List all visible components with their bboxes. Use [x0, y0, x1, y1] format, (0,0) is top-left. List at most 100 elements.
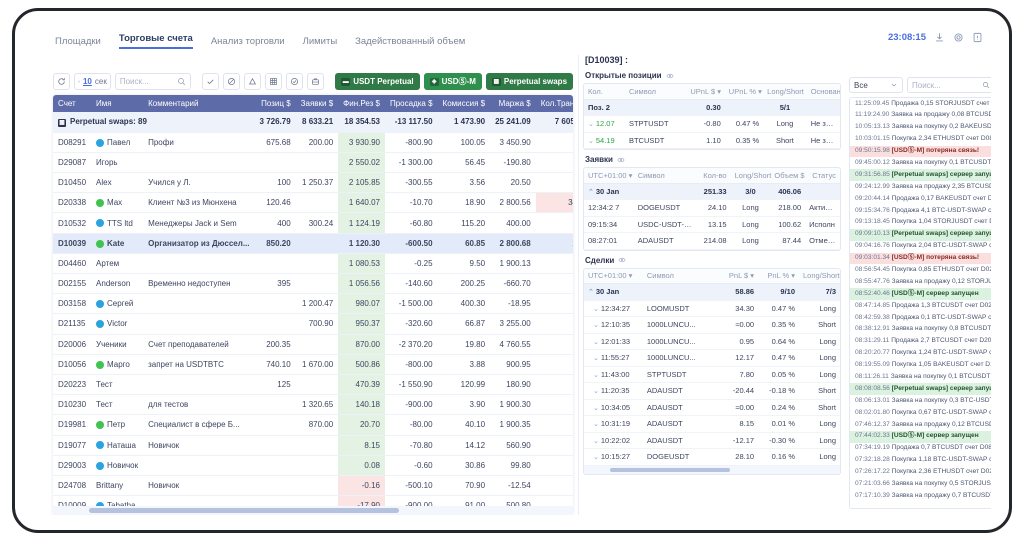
telegram-icon[interactable] — [96, 219, 105, 228]
log-row[interactable]: 07:21:03.66 Заявка на покупку 0,5 STORJU… — [850, 479, 991, 491]
table-row[interactable]: ⌄ 11:43:00 STPTUSDT 7.80 0.05 % Long — [584, 366, 840, 383]
telegram-icon[interactable] — [96, 441, 105, 450]
refresh-interval-button[interactable]: 10 сек — [74, 73, 111, 90]
table-row[interactable]: D02155 Anderson Временно недоступен 395 1 05… — [53, 273, 573, 295]
trades-hscrollbar-thumb[interactable] — [610, 467, 730, 472]
log-row[interactable]: 09:31:56.85 [Perpetual swaps] сервер зап… — [850, 169, 991, 182]
log-row[interactable]: 07:44:02.33 [USDⓈ-M] сервер запущен — [850, 430, 991, 443]
nav-item-2[interactable]: Анализ торговли — [210, 35, 285, 47]
table-icon[interactable] — [264, 73, 282, 90]
table-row[interactable]: D29087 Игорь 2 550.02 -1 300.00 56.45 -190.80… — [53, 152, 573, 174]
accounts-col-5[interactable]: Фин.Рез $ — [338, 95, 385, 112]
table-row[interactable]: D10039 Kate Организатор из Дюссел... 850.20… — [53, 233, 573, 254]
trades-col-2[interactable]: PnL $ ▾ — [717, 268, 759, 284]
log-row[interactable]: 08:52:40.46 [USDⓈ-M] сервер запущен — [850, 288, 991, 301]
log-row[interactable]: 09:24:12.99 Заявка на продажу 2,35 BTCUS… — [850, 181, 991, 193]
log-row[interactable]: 08:38:12.91 Заявка на покупку 0,8 BTCUSD… — [850, 324, 991, 336]
table-row[interactable]: ⌄ 11:55:27 1000LUNCU... 12.17 0.47 % Long — [584, 349, 840, 367]
log-filter-select[interactable]: Все — [849, 77, 903, 93]
nav-item-3[interactable]: Лимиты — [302, 35, 338, 47]
table-row[interactable]: D19981 Петр Специалист в сфере Б... 870.00 2… — [53, 414, 573, 436]
log-row[interactable]: 09:50:15.98 [USDⓈ-M] потеряна связь! — [850, 145, 991, 158]
trades-col-3[interactable]: PnL % ▾ — [758, 268, 800, 284]
orders-col-4[interactable]: Объем $ — [770, 168, 806, 184]
log-row[interactable]: 07:32:18.28 Покупка 1,18 BTC-USDT-SWAP с… — [850, 455, 991, 467]
accounts-col-0[interactable]: Счет — [53, 95, 92, 112]
log-row[interactable]: 09:13:18.45 Покупка 1,04 STORJUSDT счет … — [850, 217, 991, 229]
telegram-icon[interactable] — [96, 300, 105, 309]
log-row[interactable]: 09:04:16.76 Покупка 2,04 BTC-USDT-SWAP с… — [850, 241, 991, 253]
chevron-down-icon[interactable]: ⌄ — [588, 137, 594, 145]
positions-col-3[interactable]: UPnL % ▾ — [724, 84, 764, 100]
warning-icon[interactable] — [243, 73, 261, 90]
telegram-icon[interactable] — [96, 461, 105, 470]
log-row[interactable]: 08:20:20.77 Покупка 1,24 BTC-USDT-SWAP с… — [850, 348, 991, 360]
download-icon[interactable] — [933, 31, 945, 43]
table-row[interactable]: D10450 Alex Учился у Л. 100 1 250.37 2 105.85… — [53, 172, 573, 194]
orders-col-3[interactable]: Long/Short — [730, 168, 771, 184]
chevron-down-icon[interactable]: ⌄ — [593, 371, 599, 379]
log-row[interactable]: 07:34:19.19 Продажа 0,7 BTCUSDT счет D08… — [850, 443, 991, 455]
whatsapp-icon[interactable] — [96, 360, 105, 369]
server-tag-0[interactable]: ▬ USDT Perpetual — [335, 73, 420, 90]
table-row[interactable]: ⌄ 12.07 STPTUSDT -0.80 0.47 % Long Не задан — [584, 115, 840, 133]
positions-col-2[interactable]: UPnL $ ▾ — [686, 84, 725, 100]
chevron-down-icon[interactable]: ⌄ — [588, 121, 594, 129]
log-row[interactable]: 11:19:24.90 Заявка на продажу 0,08 BTCUS… — [850, 110, 991, 122]
positions-group-row[interactable]: Поз. 2 0.30 5/1 — [584, 99, 840, 116]
accounts-col-1[interactable]: Имя — [91, 95, 144, 112]
table-row[interactable]: D20223 Тест 125 470.39 -1 550.90 120.99 180.90… — [53, 374, 573, 396]
check-icon[interactable] — [201, 73, 219, 90]
positions-col-4[interactable]: Long/Short — [763, 84, 807, 100]
help-icon[interactable] — [971, 31, 983, 43]
search-input[interactable]: Поиск... — [114, 73, 191, 90]
trades-group-row[interactable]: ⌃ 30 Jan 58.86 9/10 7/3 — [584, 283, 840, 301]
table-row[interactable]: ⌄ 54.19 BTCUSDT 1.10 0.35 % Short Не задан — [584, 132, 840, 149]
log-row[interactable]: 10:05:13.13 Заявка на покупку 0,2 BAKEUS… — [850, 122, 991, 134]
table-row[interactable]: D21135 Victor 700.90 950.37 -320.60 66.87 3 25… — [53, 313, 573, 335]
chevron-down-icon[interactable]: ⌄ — [593, 322, 599, 330]
table-row[interactable]: ⌄ 11:20:35 ADAUSDT -20.44 -0.18 % Short — [584, 382, 840, 400]
table-row[interactable]: D20006 Ученики Счет преподавателей 200.35 87… — [53, 334, 573, 355]
table-row[interactable]: ⌄ 10:22:02 ADAUSDT -12.17 -0.30 % Long — [584, 432, 840, 449]
log-row[interactable]: 08:56:54.45 Покупка 0,85 ETHUSDT счет D0… — [850, 264, 991, 276]
table-row[interactable]: 09:15:34 USDC-USDT-S... 13.15 Long 100.62 Исп… — [584, 216, 840, 233]
refresh-icon[interactable] — [53, 73, 70, 90]
accounts-col-7[interactable]: Комиссия $ — [437, 95, 491, 112]
nav-item-0[interactable]: Площадки — [55, 35, 101, 47]
chevron-down-icon[interactable]: ⌄ — [593, 454, 599, 462]
chevron-up-icon[interactable]: ⌃ — [588, 289, 594, 297]
accounts-col-3[interactable]: Позиц $ — [254, 95, 296, 112]
accounts-hscrollbar[interactable] — [53, 506, 573, 515]
briefcase-icon[interactable] — [306, 73, 324, 90]
table-row[interactable]: 12:34:2 7 DOGEUSDT 24.10 Long 218.00 Активна — [584, 199, 840, 217]
table-row[interactable]: D08291 Павел Профи 675.68 200.00 3 930.90 -800… — [53, 132, 573, 153]
log-row[interactable]: 08:47:14.85 Продажа 1,3 BTCUSDT счет D02… — [850, 300, 991, 312]
table-row[interactable]: D24708 Brittany Новичок -0.16 -500.10 70.90 -1… — [53, 475, 573, 497]
log-row[interactable]: 11:25:09.45 Продажа 0,15 STORJUSDT счет … — [850, 98, 991, 110]
chevron-down-icon[interactable]: ⌄ — [593, 421, 599, 429]
accounts-col-9[interactable]: Кол.Транзак — [535, 95, 573, 112]
log-row[interactable]: 08:19:55.09 Покупка 1,05 BAKEUSDT счет D… — [850, 360, 991, 372]
log-row[interactable]: 09:45:00.12 Заявка на покупку 0,1 BTCUSD… — [850, 157, 991, 169]
nav-item-4[interactable]: Задействованный объем — [355, 35, 466, 47]
server-tag-1[interactable]: ◈ USDⓈ-M — [423, 73, 482, 90]
log-list[interactable]: 11:25:09.45 Продажа 0,15 STORJUSDT счет … — [849, 97, 991, 509]
positions-col-0[interactable]: Кол. — [584, 84, 625, 100]
log-row[interactable]: 09:09:10.13 [Perpetual swaps] сервер зап… — [850, 228, 991, 241]
trades-hscrollbar[interactable] — [584, 465, 840, 474]
log-row[interactable]: 08:08:08.56 [Perpetual swaps] сервер зап… — [850, 383, 991, 396]
accounts-summary-row[interactable]: ▩ Perpetual swaps: 89 3 726.79 8 633.21 18 3… — [53, 112, 573, 133]
log-row[interactable]: 07:46:12.37 Заявка на продажу 0,12 BTCUS… — [850, 419, 991, 431]
log-row[interactable]: 08:42:59.38 Продажа 0,1 BTC-USDT-SWAP сч… — [850, 312, 991, 324]
table-row[interactable]: ⌄ 12:10:35 1000LUNCU... ≈0.00 0.35 % Short — [584, 316, 840, 334]
chevron-down-icon[interactable]: ⌄ — [593, 437, 599, 445]
log-row[interactable]: 07:26:17.22 Покупка 2,36 ETHUSDT счет D0… — [850, 467, 991, 479]
table-row[interactable]: 08:27:01 ADAUSDT 214.08 Long 87.44 Отменен — [584, 232, 840, 250]
gear-icon[interactable] — [952, 31, 964, 43]
table-row[interactable]: D10056 Марго запрет на USDTBTC 740.10 1 670.… — [53, 354, 573, 375]
chevron-down-icon[interactable]: ⌄ — [593, 305, 599, 313]
log-row[interactable]: 10:03:01.15 Покупка 2,34 ETHUSDT счет D0… — [850, 134, 991, 146]
